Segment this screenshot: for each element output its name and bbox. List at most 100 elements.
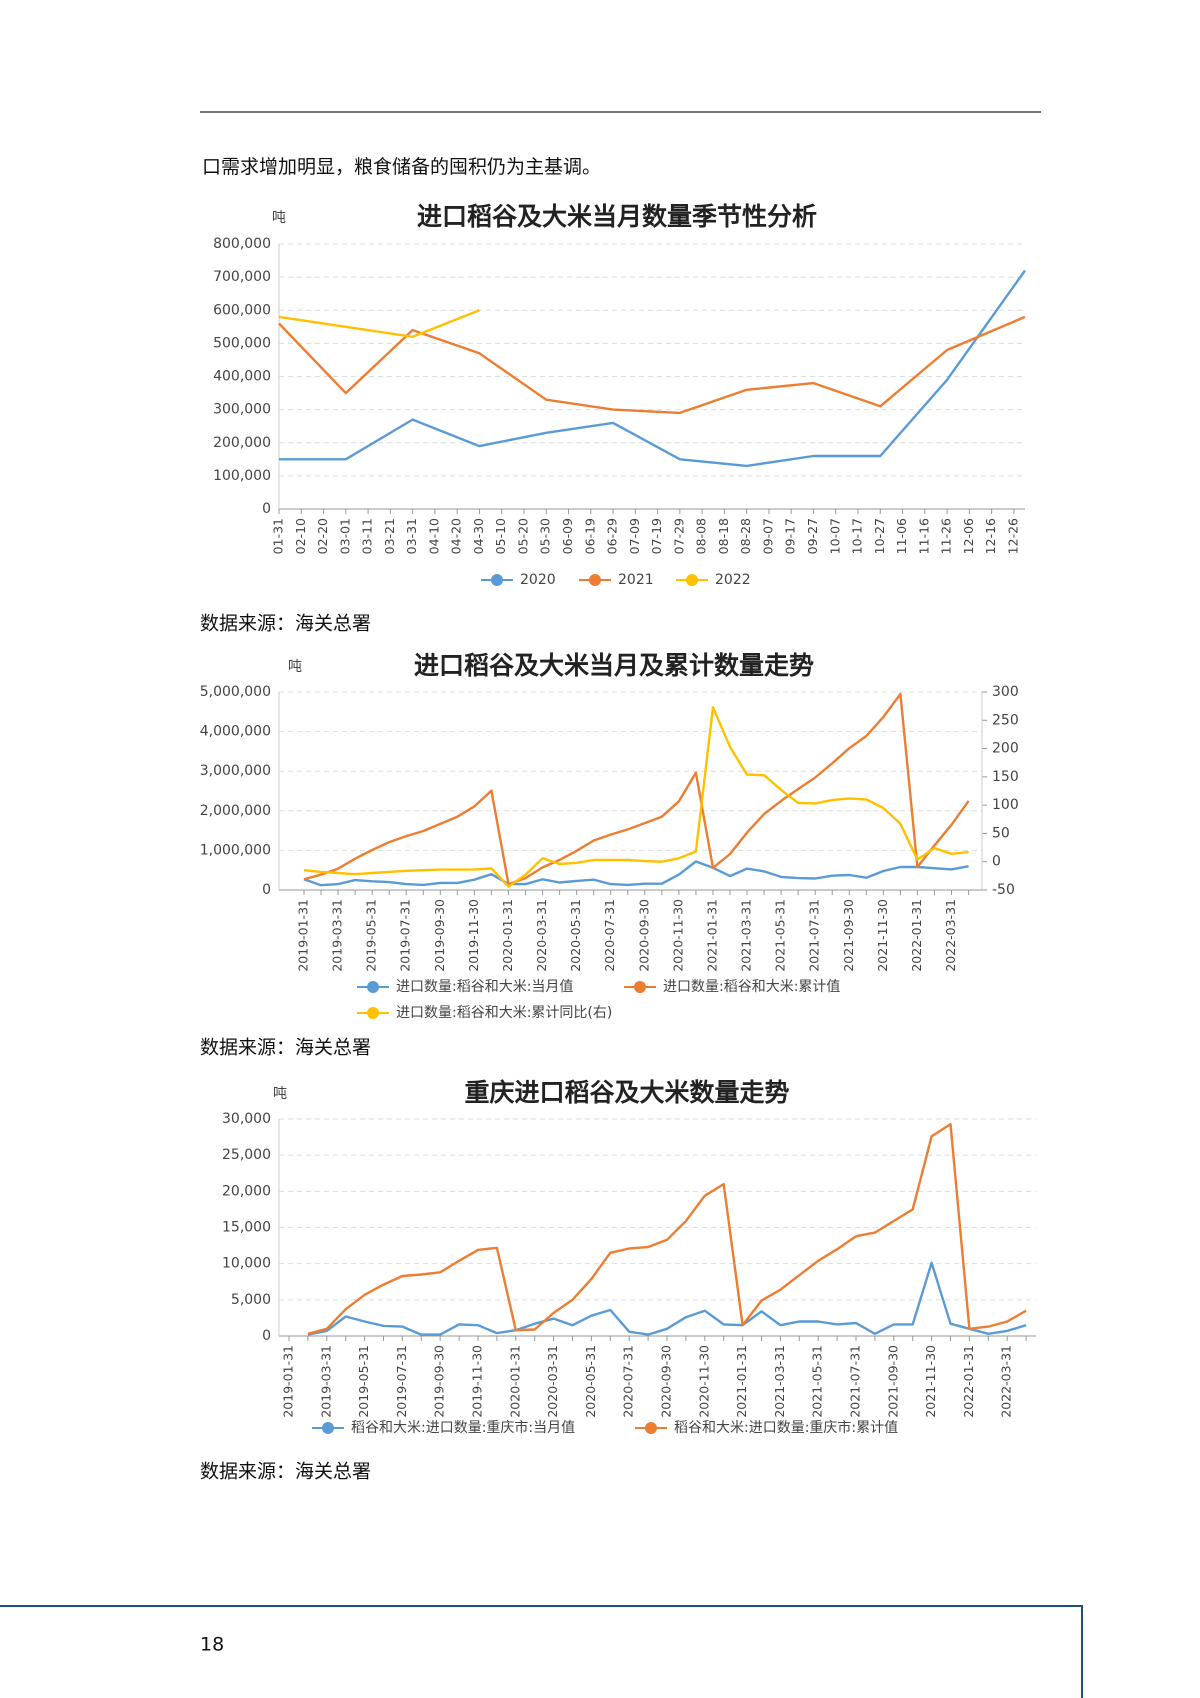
legend-marker (686, 574, 698, 586)
x-tick-label: 04-30 (471, 518, 486, 554)
x-tick-label: 2021-03-31 (772, 1345, 787, 1418)
legend-label: 进口数量:稻谷和大米:累计值 (663, 979, 840, 995)
x-tick-label: 01-31 (271, 518, 286, 554)
legend-marker (634, 981, 646, 993)
x-tick-label: 2021-01-31 (704, 899, 719, 972)
x-tick-label: 2022-01-31 (909, 899, 924, 972)
y2-tick-label: 200 (992, 741, 1019, 757)
legend-label: 进口数量:稻谷和大米:累计同比(右) (396, 1005, 612, 1021)
y-tick-label: 3,000,000 (200, 763, 271, 779)
x-tick-label: 05-30 (538, 518, 553, 554)
x-tick-label: 11-16 (916, 518, 931, 554)
x-tick-label: 2021-07-31 (807, 899, 822, 972)
series-line (303, 860, 969, 887)
x-tick-label: 04-20 (449, 518, 464, 554)
y-tick-label: 2,000,000 (200, 803, 271, 819)
series-line (303, 692, 970, 886)
x-tick-label: 07-29 (671, 518, 686, 554)
chart-title: 进口稻谷及大米当月数量季节性分析 (417, 202, 817, 231)
axis-unit: 吨 (272, 210, 286, 226)
x-tick-label: 2019-01-31 (296, 899, 311, 972)
y-tick-label: 1,000,000 (200, 842, 271, 858)
legend-label: 稻谷和大米:进口数量:重庆市:累计值 (674, 1419, 898, 1436)
chart-title: 进口稻谷及大米当月及累计数量走势 (414, 651, 814, 680)
x-tick-label: 2019-07-31 (398, 899, 413, 972)
x-tick-label: 2020-01-31 (500, 899, 515, 972)
chart-title: 重庆进口稻谷及大米数量走势 (464, 1078, 789, 1107)
x-tick-label: 2019-09-30 (432, 899, 447, 972)
x-tick-label: 06-29 (605, 518, 620, 554)
series-line (278, 315, 1026, 415)
x-tick-label: 10-07 (827, 518, 842, 554)
y2-tick-label: -50 (992, 882, 1015, 898)
y2-tick-label: 250 (992, 712, 1019, 728)
x-tick-label: 2022-01-31 (961, 1345, 976, 1418)
y-tick-label: 500,000 (213, 335, 271, 351)
x-tick-label: 09-17 (783, 518, 798, 554)
x-tick-label: 2022-03-31 (943, 899, 958, 972)
y2-tick-label: 300 (992, 684, 1019, 700)
x-tick-label: 2020-09-30 (636, 899, 651, 972)
x-tick-label: 03-31 (404, 518, 419, 554)
x-tick-label: 05-20 (515, 518, 530, 554)
legend-marker (367, 981, 379, 993)
x-tick-label: 2020-05-31 (583, 1345, 598, 1418)
x-tick-label: 09-27 (805, 518, 820, 554)
x-tick-label: 2019-11-30 (466, 899, 481, 972)
x-tick-label: 08-18 (716, 518, 731, 554)
x-tick-label: 2019-09-30 (432, 1345, 447, 1418)
y2-tick-label: 0 (992, 854, 1001, 870)
y-tick-label: 5,000 (231, 1292, 271, 1308)
y-tick-label: 20,000 (222, 1183, 271, 1199)
x-tick-label: 11-06 (894, 518, 909, 554)
y-tick-label: 700,000 (213, 269, 271, 285)
x-tick-label: 2019-03-31 (318, 1345, 333, 1418)
x-tick-label: 03-01 (337, 518, 352, 554)
x-tick-label: 02-20 (315, 518, 330, 554)
y-tick-label: 300,000 (213, 402, 271, 418)
source: 数据来源：海关总署 (200, 1037, 371, 1059)
x-tick-label: 12-16 (983, 518, 998, 554)
legend-label: 2022 (715, 572, 751, 588)
x-tick-label: 06-19 (582, 518, 597, 554)
legend-label: 2021 (618, 572, 654, 588)
x-tick-label: 2021-03-31 (739, 899, 754, 972)
body-text: 口需求增加明显，粮食储备的囤积仍为主基调。 (202, 156, 601, 178)
x-tick-label: 2020-07-31 (602, 899, 617, 972)
series-line (278, 309, 480, 338)
x-tick-label: 2021-07-31 (848, 1345, 863, 1418)
y-tick-label: 30,000 (222, 1111, 271, 1127)
y-tick-label: 600,000 (213, 302, 271, 318)
x-tick-label: 2021-05-31 (810, 1345, 825, 1418)
x-tick-label: 09-07 (760, 518, 775, 554)
x-tick-label: 12-06 (961, 518, 976, 554)
x-tick-label: 08-28 (738, 518, 753, 554)
x-tick-label: 2019-05-31 (356, 1345, 371, 1418)
page-number: 18 (200, 1634, 224, 1656)
legend-marker (645, 1422, 657, 1434)
y-tick-label: 15,000 (222, 1220, 271, 1236)
x-tick-label: 10-17 (850, 518, 865, 554)
x-tick-label: 2021-11-30 (875, 899, 890, 972)
x-tick-label: 2021-09-30 (841, 899, 856, 972)
x-tick-label: 2020-11-30 (670, 899, 685, 972)
y2-tick-label: 50 (992, 825, 1010, 841)
y2-tick-label: 150 (992, 769, 1019, 785)
y-tick-label: 200,000 (213, 435, 271, 451)
x-tick-label: 2021-11-30 (923, 1345, 938, 1418)
x-tick-label: 07-09 (627, 518, 642, 554)
y-tick-label: 0 (262, 1328, 271, 1344)
series-line (307, 1261, 1027, 1336)
x-tick-label: 2022-03-31 (999, 1345, 1014, 1418)
series-line (303, 706, 969, 888)
x-tick-label: 2020-11-30 (696, 1345, 711, 1418)
y-tick-label: 25,000 (222, 1147, 271, 1163)
y-tick-label: 0 (262, 501, 271, 517)
axis-unit: 吨 (288, 659, 302, 675)
source: 数据来源：海关总署 (200, 613, 371, 635)
legend-label: 稻谷和大米:进口数量:重庆市:当月值 (351, 1419, 575, 1436)
x-tick-label: 2020-03-31 (534, 899, 549, 972)
x-tick-label: 2019-03-31 (330, 899, 345, 972)
